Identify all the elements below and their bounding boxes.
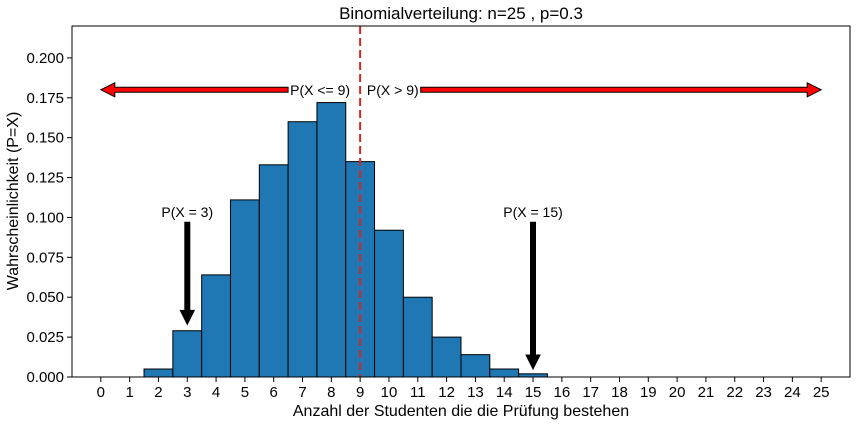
x-tick-label-12: 12 [438, 384, 455, 401]
bar-x-11 [402, 296, 433, 378]
bar-x-6 [258, 164, 289, 378]
bar-x-10 [374, 229, 404, 378]
x-axis-title: Anzahl der Studenten die die Prüfung bes… [293, 403, 629, 420]
plot-area [72, 26, 850, 377]
axes-group: 0 1 2 3 4 5 6 7 8 9 10 11 12 13 14 15 16 17 18 19 20 21 22 23 24… [26, 25, 851, 401]
x-tick-label-24: 24 [784, 384, 801, 401]
x-tick-label-2: 2 [154, 384, 162, 401]
x-tick-label-17: 17 [582, 384, 599, 401]
x-tick-label-18: 18 [611, 384, 628, 401]
x-tick-label-11: 11 [410, 384, 426, 401]
x-tick-label-7: 7 [298, 384, 306, 401]
x-tick-label-20: 20 [669, 384, 686, 401]
x-tick-label-6: 6 [270, 384, 278, 401]
bar-x-14 [489, 368, 520, 378]
x-tick-label-9: 9 [356, 384, 364, 401]
bar-x-2 [143, 368, 174, 378]
annotations-group: P(X <= 9) P(X > 9) P(X = 3) P(X = 15) [99, 26, 823, 377]
bar-x-5 [229, 199, 260, 378]
x-tick-label-13: 13 [467, 384, 484, 401]
y-tick-label-0.100: 0.100 [26, 209, 64, 226]
arrow-down-x-3 [179, 221, 196, 326]
arrow-right-red [420, 81, 823, 98]
chart-title: Binomialverteilung: n=25 , p=0.3 [339, 4, 583, 23]
y-tick-label-0.025: 0.025 [26, 329, 64, 346]
annotation-label-x-3: P(X = 3) [161, 204, 213, 220]
x-tick-label-19: 19 [640, 384, 657, 401]
y-tick-label-0.125: 0.125 [26, 170, 64, 187]
x-tick-label-14: 14 [496, 384, 513, 401]
axes-frame [71, 25, 851, 378]
bar-x-8 [316, 102, 347, 378]
bar-x-4 [201, 274, 231, 378]
x-tick-label-16: 16 [554, 384, 571, 401]
annotation-label-x-15: P(X = 15) [503, 204, 563, 220]
annotation-label-right: P(X > 9) [367, 82, 419, 98]
y-tick-label-0.050: 0.050 [26, 289, 64, 306]
x-tick-label-5: 5 [241, 384, 249, 401]
bar-x-7 [287, 121, 318, 378]
y-tick-label-0.200: 0.200 [26, 50, 64, 67]
x-tick-label-1: 1 [125, 384, 133, 401]
plot-background [72, 26, 850, 377]
arrow-left-red [99, 81, 289, 98]
bar-x-12 [431, 336, 462, 378]
x-tick-label-3: 3 [183, 384, 191, 401]
x-tick-label-8: 8 [327, 384, 335, 401]
x-tick-label-25: 25 [813, 384, 830, 401]
x-tick-label-22: 22 [726, 384, 743, 401]
x-tick-label-21: 21 [698, 384, 715, 401]
bar-x-13 [460, 354, 491, 378]
bar-x-3 [172, 330, 203, 378]
x-tick-label-4: 4 [212, 384, 220, 401]
x-tick-label-23: 23 [755, 384, 772, 401]
x-tick-label-15: 15 [525, 384, 542, 401]
y-tick-label-0.175: 0.175 [26, 90, 64, 107]
y-tick-label-0.000: 0.000 [26, 369, 64, 386]
x-tick-label-0: 0 [97, 384, 105, 401]
x-tick-label-10: 10 [381, 384, 398, 401]
y-tick-label-0.150: 0.150 [26, 130, 64, 147]
y-axis-title: Wahrscheinlichkeit (P=X) [5, 112, 22, 291]
y-tick-label-0.075: 0.075 [26, 249, 64, 266]
arrow-down-x-15 [525, 221, 541, 371]
annotation-label-left: P(X <= 9) [290, 82, 350, 98]
